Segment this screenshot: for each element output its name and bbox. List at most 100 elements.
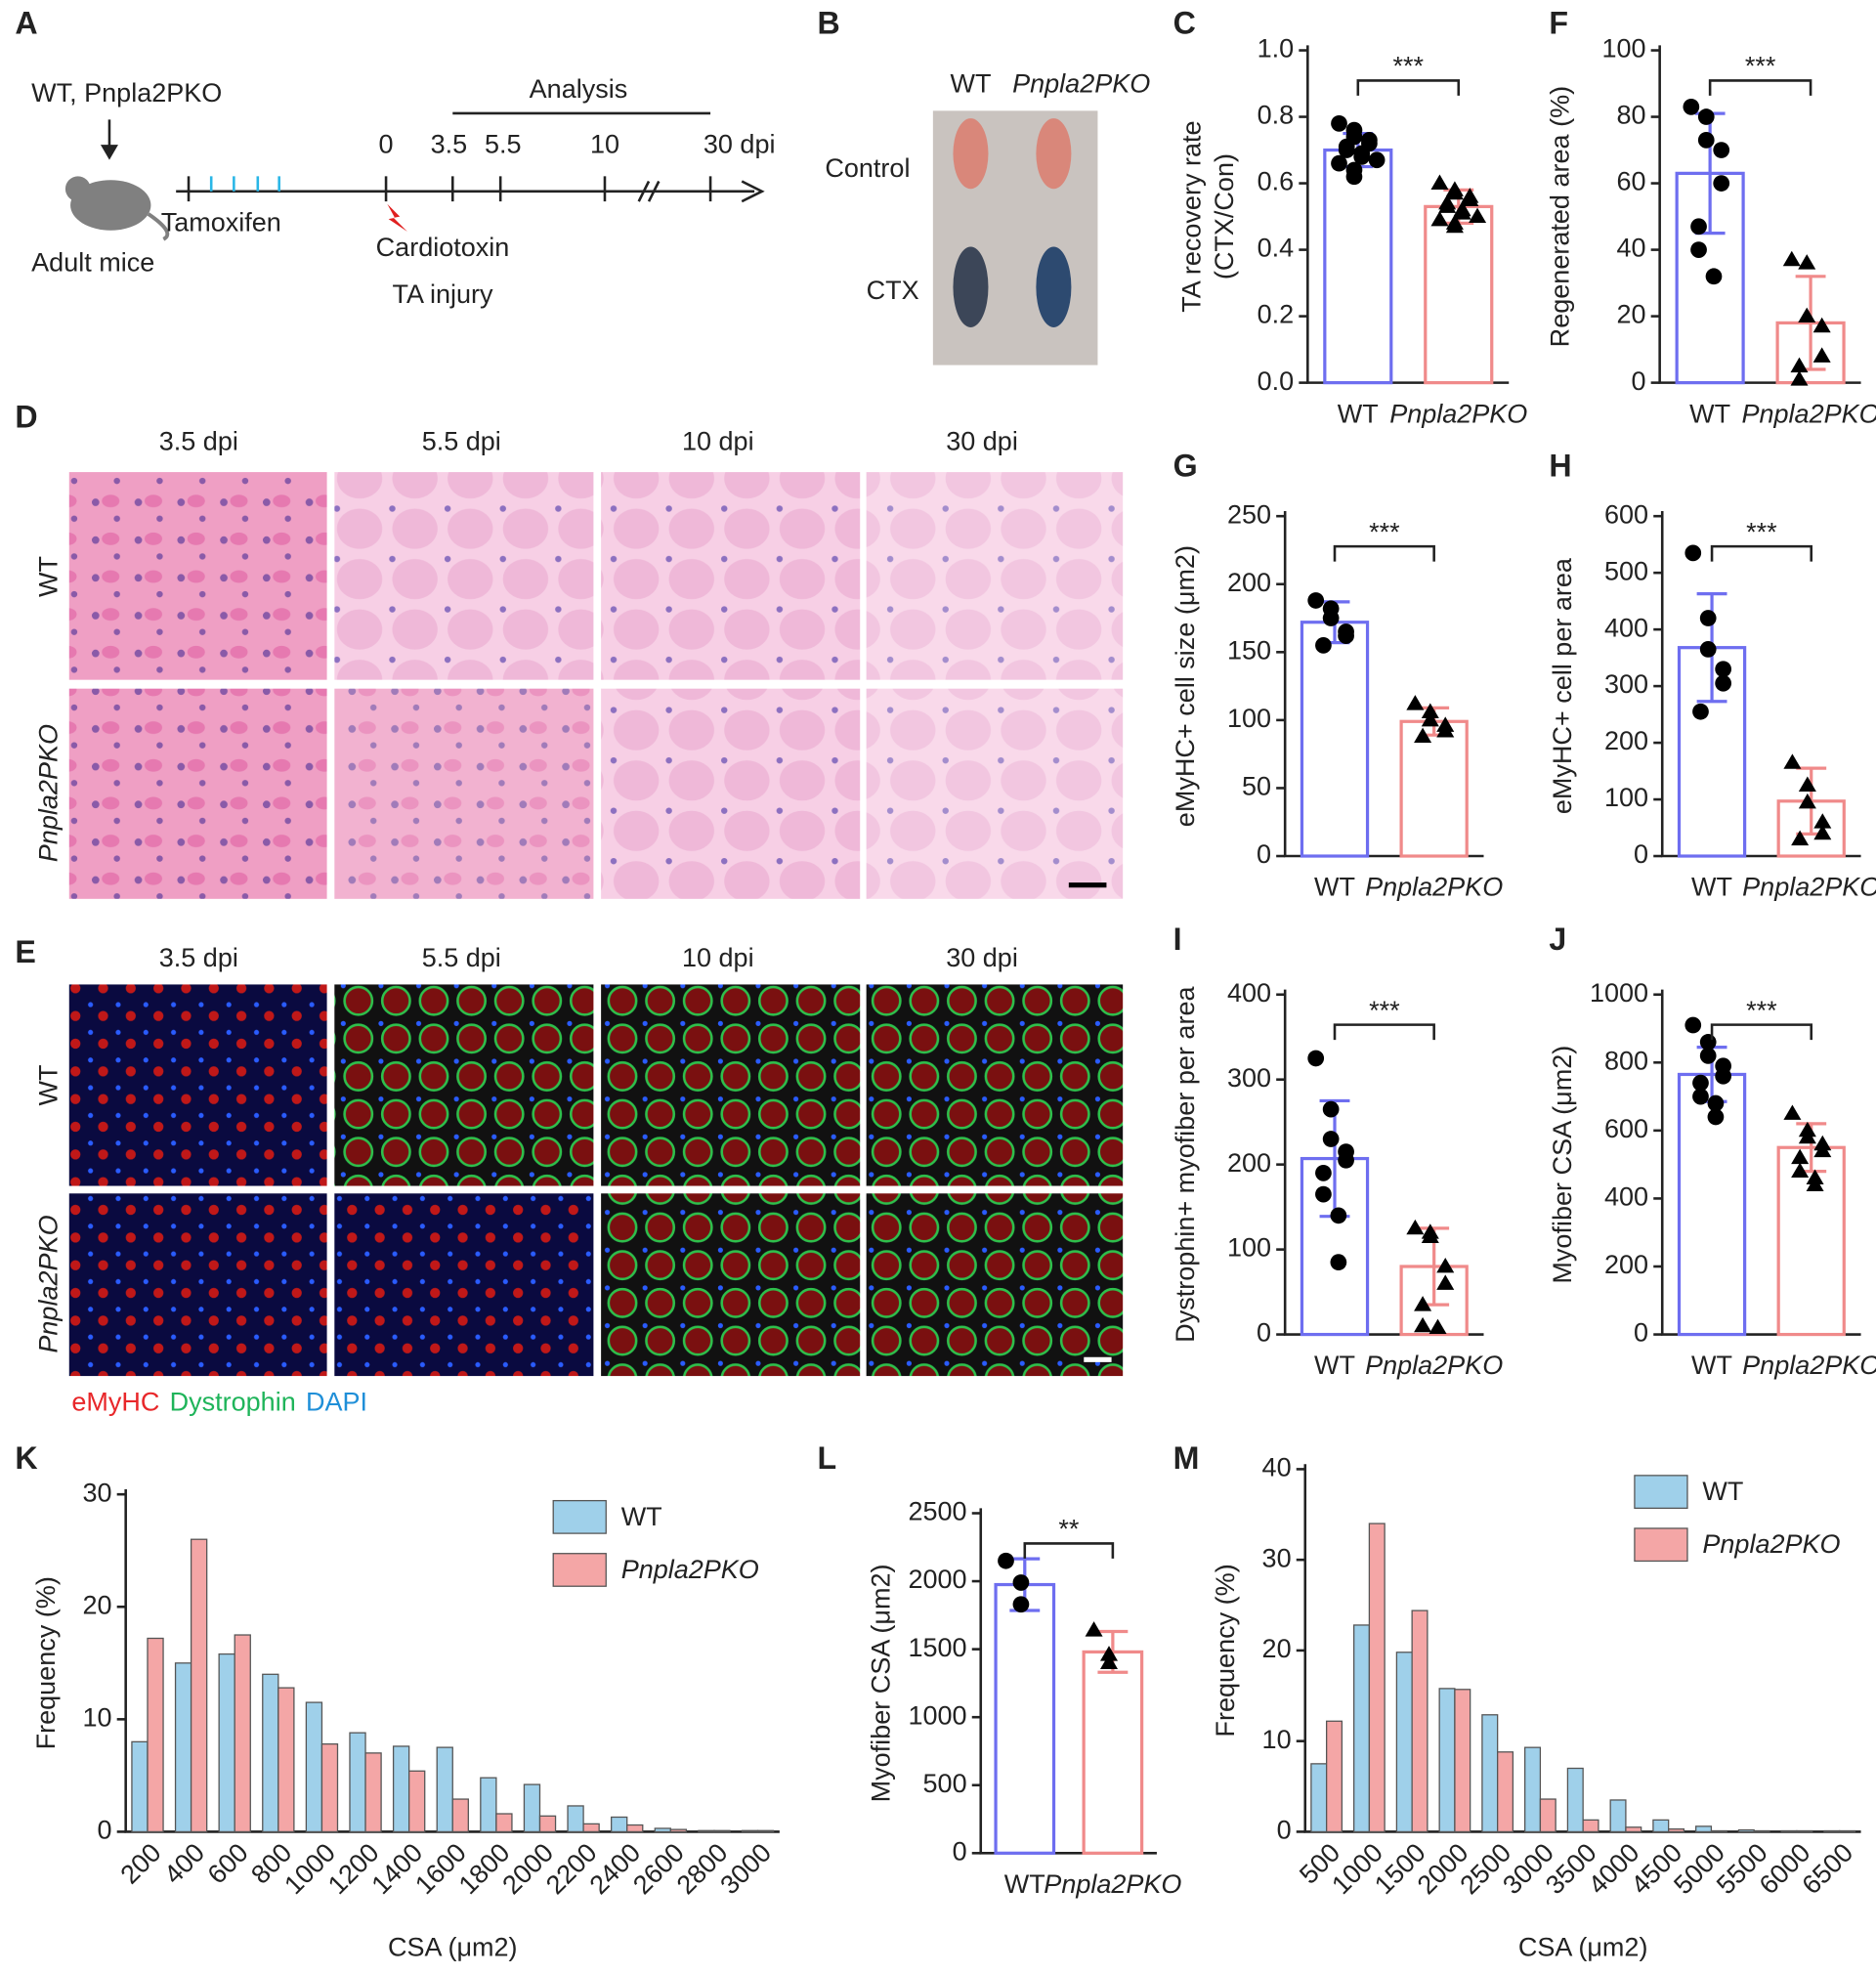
data-point bbox=[1713, 142, 1730, 158]
micrograph bbox=[68, 688, 327, 899]
significance-bracket bbox=[1023, 1542, 1115, 1559]
y-tick-label: 0 bbox=[1634, 1318, 1648, 1348]
data-point bbox=[1798, 776, 1816, 792]
data-point bbox=[1697, 108, 1715, 125]
bar bbox=[1399, 719, 1469, 858]
x-tick-label: 3000 bbox=[714, 1838, 777, 1901]
timeline-arrow bbox=[741, 180, 765, 203]
bar bbox=[626, 1824, 644, 1833]
bar bbox=[1082, 1650, 1144, 1855]
bar bbox=[174, 1662, 192, 1833]
x-tick-label: WT bbox=[1691, 1351, 1732, 1380]
x-tick-label: Pnpla2PKO bbox=[1742, 1351, 1876, 1380]
y-tick-label: 200 bbox=[1227, 1148, 1271, 1178]
panel-letter: J bbox=[1549, 922, 1566, 957]
data-point bbox=[1414, 727, 1432, 744]
axis-line bbox=[1283, 989, 1484, 1336]
y-axis-label: Myofiber CSA (μm2) bbox=[867, 1564, 896, 1802]
mouse-tail bbox=[147, 212, 170, 241]
bar bbox=[1395, 1652, 1413, 1833]
bar bbox=[1352, 1624, 1371, 1833]
data-point bbox=[1012, 1574, 1030, 1591]
y-tick-label: 10 bbox=[82, 1702, 111, 1732]
bar bbox=[1695, 1825, 1713, 1833]
chart: I 0 100 200 300 400 Dystrophin+ myofiber per a… bbox=[1171, 922, 1503, 1380]
data-point bbox=[1406, 695, 1425, 710]
y-tick-label: 50 bbox=[1242, 772, 1271, 801]
bar bbox=[1823, 1829, 1841, 1833]
data-point bbox=[1461, 191, 1479, 207]
bar bbox=[567, 1805, 584, 1833]
panel-letter: M bbox=[1173, 1440, 1200, 1476]
data-point bbox=[1707, 1094, 1725, 1112]
data-point bbox=[1813, 813, 1832, 829]
bar bbox=[698, 1829, 715, 1833]
muscle-control bbox=[953, 118, 989, 190]
data-point bbox=[1690, 218, 1707, 236]
immuno-panel: E 3.5 dpi 5.5 dpi 10 dpi 30 dpi WT Pnpla… bbox=[15, 934, 1124, 1417]
column-label: WT bbox=[950, 69, 991, 99]
y-axis-label: eMyHC+ cell size (μm2) bbox=[1171, 545, 1200, 827]
y-tick-label: 0.4 bbox=[1258, 234, 1295, 263]
bar bbox=[480, 1777, 497, 1833]
x-tick-label: Pnpla2PKO bbox=[1044, 1869, 1181, 1899]
data-point bbox=[1330, 1207, 1347, 1224]
y-axis-label: Dystrophin+ myofiber per area bbox=[1171, 986, 1200, 1343]
legend-label: Pnpla2PKO bbox=[1702, 1529, 1840, 1559]
y-tick-label: 250 bbox=[1227, 499, 1271, 529]
data-point bbox=[1445, 184, 1464, 200]
data-point bbox=[1421, 1227, 1439, 1244]
y-axis-label: TA recovery rate bbox=[1176, 120, 1206, 312]
micrograph bbox=[866, 688, 1124, 899]
data-point bbox=[1428, 1318, 1447, 1335]
y-tick-label: 0 bbox=[953, 1836, 967, 1866]
panel-letter: K bbox=[15, 1440, 37, 1476]
y-tick-label: 1000 bbox=[909, 1700, 967, 1730]
y-tick-label: 1.0 bbox=[1258, 34, 1295, 64]
data-point bbox=[1813, 824, 1832, 840]
data-point bbox=[1715, 1067, 1732, 1085]
column-label: 5.5 dpi bbox=[422, 943, 501, 972]
bar bbox=[1411, 1609, 1428, 1833]
legend-swatch bbox=[1634, 1475, 1688, 1509]
column-label: 5.5 dpi bbox=[422, 427, 501, 456]
genotype-label: WT, Pnpla2PKO bbox=[31, 78, 222, 107]
panel-letter: E bbox=[15, 934, 35, 969]
micrograph bbox=[68, 1193, 327, 1377]
data-point bbox=[1338, 142, 1355, 158]
bar bbox=[756, 1829, 775, 1833]
data-point bbox=[1790, 357, 1809, 373]
bar bbox=[1325, 1720, 1343, 1833]
chart: J 0 200 400 600 800 1000 Myofiber CSA (μm2) WT Pn… bbox=[1548, 922, 1876, 1380]
data-point bbox=[1705, 268, 1723, 285]
y-tick-label: 100 bbox=[1227, 704, 1271, 733]
x-axis-label: CSA (μm2) bbox=[388, 1932, 518, 1961]
bar bbox=[305, 1701, 323, 1833]
data-point bbox=[1331, 114, 1347, 132]
y-tick-label: 60 bbox=[1616, 167, 1645, 196]
bar bbox=[451, 1798, 469, 1833]
data-point bbox=[1790, 370, 1809, 386]
x-tick-label: WT bbox=[1314, 873, 1355, 902]
data-point bbox=[1436, 1274, 1455, 1290]
bar bbox=[1839, 1829, 1856, 1833]
data-point bbox=[1331, 154, 1347, 172]
chart: C 0.0 0.2 0.4 0.6 0.8 1.0 TA recovery rate (CTX/… bbox=[1173, 5, 1528, 428]
bar bbox=[611, 1816, 628, 1833]
y-tick-label: 0.8 bbox=[1258, 101, 1295, 130]
y-tick-label: 200 bbox=[1227, 568, 1271, 597]
data-point bbox=[1806, 1176, 1824, 1191]
y-tick-label: 400 bbox=[1604, 1182, 1648, 1212]
data-point bbox=[1322, 1131, 1340, 1147]
data-point bbox=[1307, 592, 1325, 609]
data-point bbox=[1430, 210, 1449, 227]
data-point bbox=[1307, 1050, 1325, 1067]
bar bbox=[495, 1813, 513, 1833]
injury-icon bbox=[387, 203, 407, 233]
data-point bbox=[1345, 168, 1363, 186]
bar bbox=[1566, 1767, 1584, 1833]
legend-label: WT bbox=[621, 1502, 662, 1531]
bar bbox=[408, 1770, 426, 1833]
significance-bracket bbox=[1710, 544, 1813, 562]
